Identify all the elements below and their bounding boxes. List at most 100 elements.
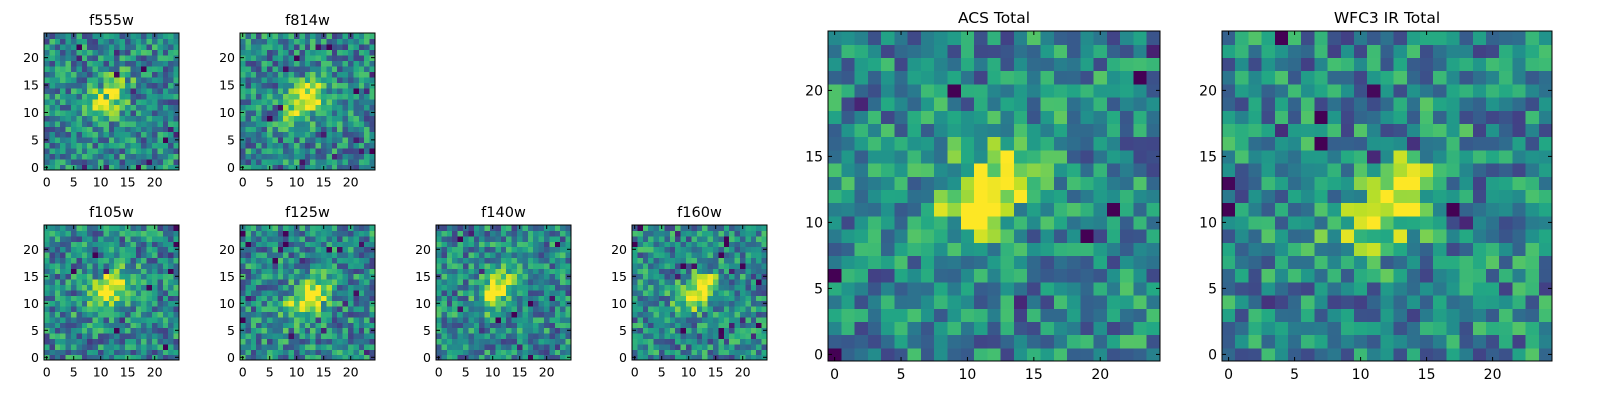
heatmap-cell [1380,308,1395,322]
heatmap-cell [740,349,746,356]
heatmap-cell [669,225,676,231]
heatmap-cell [522,246,529,253]
heatmap-cell [141,93,148,100]
heatmap-cell [348,327,354,334]
heatmap-cell [125,289,131,296]
heatmap-cell [76,131,83,138]
heatmap-cell [348,295,354,302]
heatmap-cell [947,123,962,138]
heatmap-cell [642,279,649,285]
heatmap-cell [331,252,338,258]
heatmap-cell [130,338,137,345]
heatmap-cell [1248,255,1263,270]
heatmap-cell [854,215,869,230]
heatmap-cell [479,252,486,258]
heatmap-cell [60,327,67,334]
heatmap-cell [1120,44,1135,58]
heatmap-cell [358,327,365,334]
heatmap-cell [920,44,935,58]
heatmap-cell [272,262,279,269]
heatmap-cell [637,316,644,323]
heatmap-cell [162,333,169,339]
heatmap-cell [867,44,882,58]
heatmap-cell [446,306,453,312]
heatmap-cell [841,110,856,124]
heatmap-cell [1406,163,1421,177]
heatmap-cell [240,338,246,345]
heatmap-cell [267,82,273,89]
heatmap-cell [1420,295,1434,309]
heatmap-cell [87,54,94,61]
heatmap-cell [841,83,856,98]
heatmap-cell [452,343,459,350]
heatmap-cell [326,43,333,51]
heatmap-cell [1433,308,1447,322]
heatmap-cell [1067,176,1081,190]
heatmap-cell [1133,83,1148,98]
heatmap-cell [256,109,263,116]
heatmap-cell [549,316,556,323]
heatmap-cell [168,284,175,291]
heatmap-cell [98,241,104,248]
heatmap-cell [326,235,333,242]
heatmap-cell [152,60,158,67]
heatmap-cell [664,246,671,253]
heatmap-cell [1420,347,1434,362]
heatmap-cell [54,109,61,116]
heatmap-cell [310,142,317,149]
heatmap-cell [135,322,142,329]
heatmap-cell [152,43,158,51]
y-tick-label: 10 [23,105,39,120]
heatmap-cell [1472,281,1487,296]
panel-title-f105w: f105w [89,205,134,221]
heatmap-cell [761,268,768,275]
heatmap-cell [947,295,962,309]
heatmap-cell [321,262,327,269]
heatmap-cell [331,159,338,166]
heatmap-cell [1301,215,1315,230]
heatmap-cell [310,93,317,100]
heatmap-cell [642,322,649,329]
heatmap-cell [1261,321,1276,336]
heatmap-cell [130,343,137,350]
heatmap-cell [162,279,169,285]
heatmap-cell [141,230,148,237]
heatmap-cell [490,279,496,285]
heatmap-cell [299,268,306,275]
heatmap-cell [358,87,365,94]
heatmap-cell [65,311,72,318]
heatmap-cell [881,334,895,349]
heatmap-cell [544,246,550,253]
heatmap-cell [522,225,529,231]
heatmap-cell [1380,163,1395,177]
heatmap-cell [76,246,83,253]
heatmap-cell [1133,281,1148,296]
heatmap-cell [1146,163,1161,177]
heatmap-cell [135,65,142,72]
heatmap-cell [1133,163,1148,177]
heatmap-cell [119,316,126,323]
heatmap-cell [1106,57,1121,72]
heatmap-cell [490,349,496,356]
heatmap-cell [71,322,77,329]
heatmap-cell [135,109,142,116]
heatmap-cell [157,268,164,275]
heatmap-cell [130,273,137,280]
heatmap-cell [71,316,77,323]
heatmap-cell [441,246,448,253]
heatmap-cell [1327,334,1342,349]
heatmap-cell [527,257,534,264]
heatmap-cell [245,333,252,339]
heatmap-cell [506,289,513,296]
heatmap-cell [130,246,137,253]
heatmap-cell [299,295,306,302]
heatmap-cell [81,137,88,144]
heatmap-cell [125,241,131,248]
heatmap-cell [369,289,376,296]
heatmap-cell [527,295,534,302]
heatmap-cell [283,284,290,291]
heatmap-cell [146,104,153,111]
heatmap-cell [146,338,153,345]
heatmap-f555w [44,33,180,171]
heatmap-cell [135,354,142,361]
